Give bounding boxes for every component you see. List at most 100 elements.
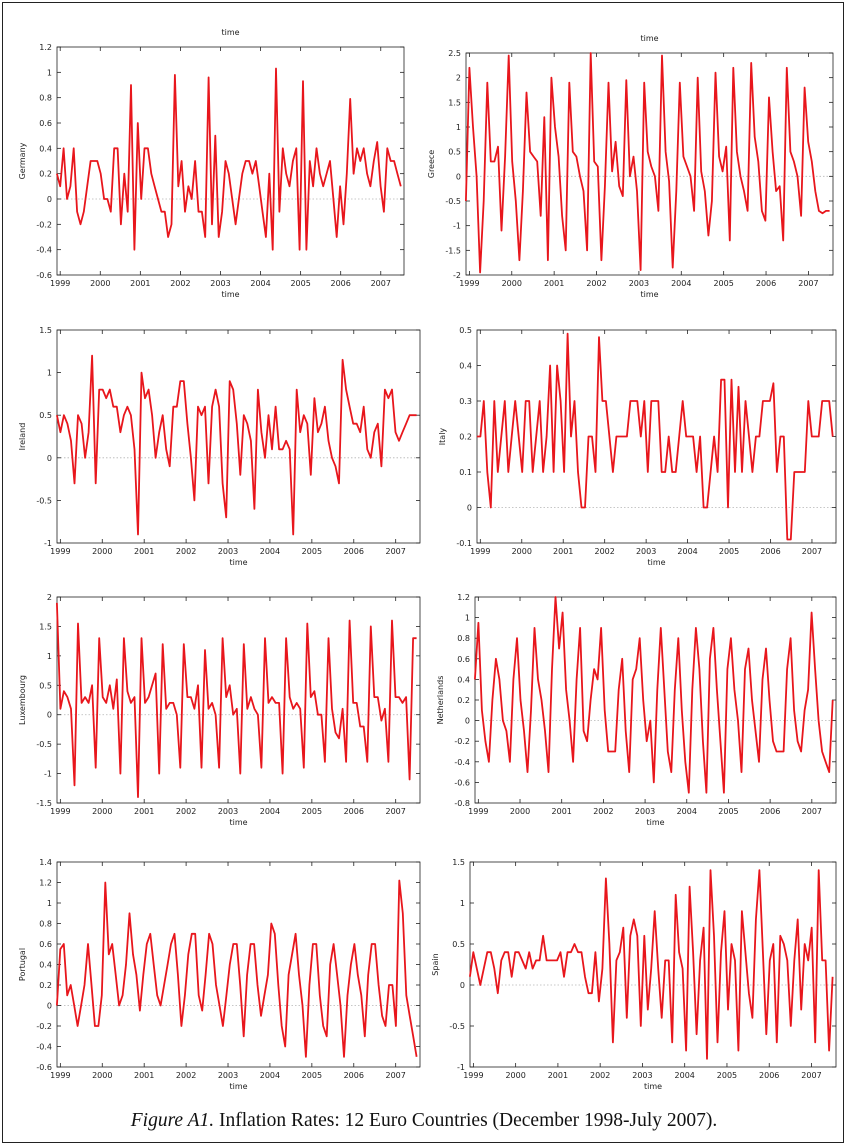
y-tick-label: 0.4 — [457, 675, 470, 684]
chart-panel-luxembourg: -1.5 -1 -0.5 0 0.5 1 1.5 2 1999 2000 2001 2002 2003 2… — [18, 593, 421, 827]
x-tick-label: 2007 — [371, 279, 391, 288]
y-tick-label: 1 — [47, 369, 52, 378]
x-tick-label: 2003 — [635, 807, 655, 816]
chart-panel-netherlands: -0.8 -0.6 -0.4 -0.2 0 0.2 0.4 0.6 0.8 1 1.2 1999 200… — [436, 593, 837, 827]
x-axis-label: time — [646, 818, 664, 827]
y-tick-label: -0.4 — [36, 1043, 52, 1052]
y-tick-label: -1.5 — [445, 246, 461, 255]
chart-title: time — [221, 28, 239, 37]
figure-caption-label: Figure A1. — [130, 1110, 215, 1131]
x-tick-label: 2006 — [344, 807, 364, 816]
x-axis-label: time — [221, 290, 239, 299]
plot-frame — [56, 596, 421, 804]
y-tick-label: 0 — [47, 195, 52, 204]
x-tick-label: 2005 — [302, 807, 322, 816]
y-tick-label: 1.4 — [39, 858, 52, 867]
x-tick-label: 2005 — [717, 1071, 737, 1080]
x-tick-label: 2005 — [302, 1071, 322, 1080]
x-tick-label: 2004 — [260, 547, 280, 556]
x-tick-label: 2007 — [386, 807, 406, 816]
y-tick-label: -1 — [457, 1063, 465, 1072]
figure-caption-text: Inflation Rates: 12 Euro Countries (Dece… — [219, 1110, 718, 1131]
x-tick-label: 2000 — [92, 547, 112, 556]
y-axis-label: Spain — [431, 953, 440, 975]
y-tick-label: 0.2 — [39, 170, 52, 179]
y-tick-label: 2.5 — [448, 49, 461, 58]
x-tick-label: 2007 — [801, 1071, 821, 1080]
y-axis-label: Germany — [18, 142, 27, 179]
y-tick-label: -0.6 — [36, 271, 52, 280]
y-tick-label: 1 — [47, 68, 52, 77]
x-tick-label: 2001 — [553, 547, 573, 556]
x-axis-label: time — [644, 1082, 662, 1091]
x-tick-label: 2003 — [218, 807, 238, 816]
x-tick-label: 2006 — [759, 1071, 779, 1080]
x-tick-label: 2003 — [629, 279, 649, 288]
x-tick-label: 2004 — [250, 279, 270, 288]
y-tick-label: 1.5 — [39, 622, 52, 631]
y-tick-label: 1 — [460, 899, 465, 908]
x-axis-label: time — [229, 1082, 247, 1091]
x-tick-label: 1999 — [50, 807, 70, 816]
y-tick-label: 1 — [47, 899, 52, 908]
chart-panel-portugal: -0.6 -0.4 -0.2 0 0.2 0.4 0.6 0.8 1 1.2 1.4 1999 2000… — [18, 858, 421, 1091]
x-tick-label: 2001 — [134, 1071, 154, 1080]
x-tick-label: 2005 — [718, 807, 738, 816]
x-tick-label: 2002 — [170, 279, 190, 288]
y-axis-label: Luxembourg — [18, 675, 27, 725]
x-tick-label: 2002 — [586, 279, 606, 288]
x-tick-label: 2002 — [176, 1071, 196, 1080]
y-tick-label: 0.5 — [39, 411, 52, 420]
x-tick-label: 2007 — [386, 1071, 406, 1080]
series-line-portugal — [56, 879, 418, 1058]
y-tick-label: 0.5 — [452, 940, 465, 949]
series-line-ireland — [56, 354, 417, 536]
chart-title: time — [640, 34, 658, 43]
y-tick-label: 1.2 — [39, 879, 52, 888]
x-tick-label: 2006 — [344, 547, 364, 556]
x-tick-label: 2005 — [302, 547, 322, 556]
y-tick-label: 0.4 — [39, 961, 52, 970]
y-axis-label: Italy — [438, 428, 447, 446]
y-tick-label: 0.2 — [39, 981, 52, 990]
y-tick-label: 0.8 — [457, 634, 470, 643]
x-tick-label: 1999 — [50, 547, 70, 556]
y-tick-label: 0.1 — [459, 468, 472, 477]
y-tick-label: 0.4 — [39, 144, 52, 153]
chart-panel-germany: -0.6 -0.4 -0.2 0 0.2 0.4 0.6 0.8 1 1.2 1999 2000 200… — [18, 28, 405, 299]
y-tick-label: 0.6 — [457, 655, 470, 664]
x-axis-label: time — [229, 558, 247, 567]
x-tick-label: 2004 — [671, 279, 691, 288]
y-tick-label: -1 — [453, 222, 461, 231]
x-tick-label: 1999 — [50, 279, 70, 288]
x-tick-label: 2005 — [713, 279, 733, 288]
y-tick-label: 1.2 — [457, 593, 470, 602]
y-tick-label: 0 — [460, 981, 465, 990]
chart-panel-italy: -0.1 0 0.1 0.2 0.3 0.4 0.5 1999 2000 2001 2002 2003… — [438, 326, 837, 567]
y-tick-label: -0.6 — [36, 1063, 52, 1072]
y-tick-label: -0.6 — [454, 778, 470, 787]
x-tick-label: 2004 — [260, 807, 280, 816]
x-tick-label: 2000 — [92, 1071, 112, 1080]
x-axis-label: time — [647, 558, 665, 567]
y-tick-label: 2 — [456, 74, 461, 83]
x-tick-label: 1999 — [463, 1071, 483, 1080]
x-tick-label: 2003 — [218, 1071, 238, 1080]
y-axis-label: Ireland — [18, 423, 27, 451]
y-tick-label: 0.2 — [459, 433, 472, 442]
x-tick-label: 2004 — [260, 1071, 280, 1080]
y-tick-label: -0.5 — [449, 1022, 465, 1031]
y-tick-label: 0.8 — [39, 920, 52, 929]
y-tick-label: 1.5 — [452, 858, 465, 867]
x-tick-label: 2000 — [502, 279, 522, 288]
series-line-spain — [469, 869, 834, 1060]
y-tick-label: -2 — [453, 271, 461, 280]
y-tick-label: 0.8 — [39, 94, 52, 103]
x-tick-label: 2000 — [510, 807, 530, 816]
x-tick-label: 2005 — [290, 279, 310, 288]
y-axis-label: Portugal — [18, 948, 27, 981]
series-line-netherlands — [474, 596, 834, 794]
series-line-greece — [465, 52, 830, 274]
